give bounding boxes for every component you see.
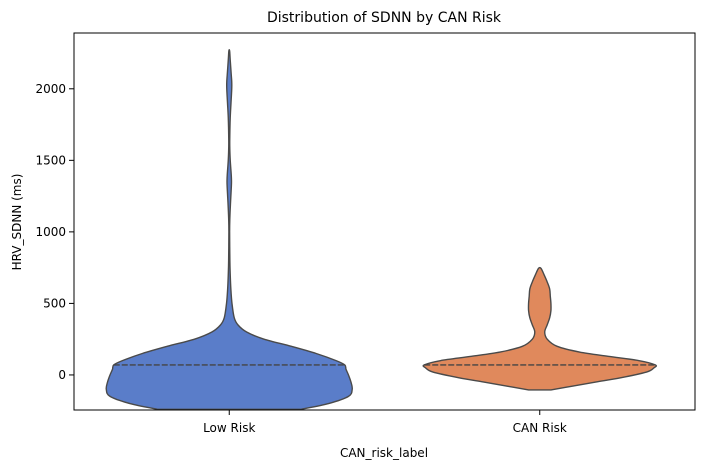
y-tick-label: 1500	[35, 153, 66, 167]
y-axis-title: HRV_SDNN (ms)	[10, 174, 24, 271]
violin-low-risk	[105, 49, 353, 410]
y-axis: 0 500 1000 1500 2000	[35, 82, 74, 382]
x-tick-label: CAN Risk	[513, 421, 567, 435]
chart-title: Distribution of SDNN by CAN Risk	[267, 10, 502, 26]
plot-area	[105, 49, 658, 410]
violin-can-risk	[422, 266, 658, 391]
y-tick-label: 500	[43, 296, 66, 310]
y-tick-label: 2000	[35, 82, 66, 96]
y-tick-label: 0	[58, 368, 66, 382]
plot-frame	[73, 32, 696, 411]
x-axis: Low Risk CAN Risk	[203, 410, 567, 435]
x-axis-title: CAN_risk_label	[340, 446, 428, 460]
y-tick-label: 1000	[35, 225, 66, 239]
x-tick-label: Low Risk	[203, 421, 255, 435]
